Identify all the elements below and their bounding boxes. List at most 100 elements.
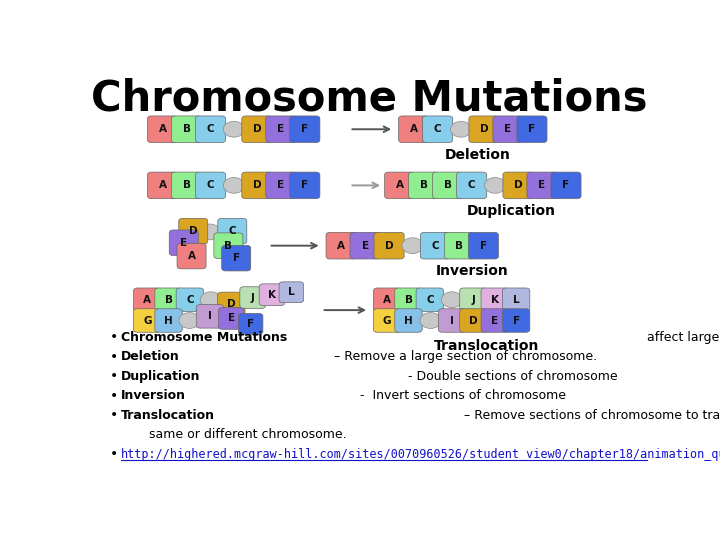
FancyBboxPatch shape: [423, 116, 453, 143]
FancyBboxPatch shape: [219, 308, 244, 329]
Circle shape: [402, 238, 423, 254]
FancyBboxPatch shape: [433, 172, 463, 199]
FancyBboxPatch shape: [503, 309, 530, 332]
FancyBboxPatch shape: [148, 116, 178, 143]
Text: Deletion: Deletion: [121, 350, 179, 363]
Text: E: E: [277, 124, 284, 134]
Text: C: C: [207, 124, 215, 134]
Text: D: D: [384, 241, 393, 251]
Text: J: J: [251, 293, 255, 302]
Text: Translocation: Translocation: [433, 339, 539, 353]
Text: Chromosome Mutations: Chromosome Mutations: [91, 77, 647, 119]
FancyBboxPatch shape: [195, 172, 225, 199]
Text: L: L: [513, 295, 519, 305]
FancyBboxPatch shape: [155, 288, 182, 312]
FancyBboxPatch shape: [289, 172, 320, 199]
Text: •: •: [109, 350, 118, 364]
FancyBboxPatch shape: [481, 288, 508, 312]
Text: •: •: [109, 330, 118, 344]
Text: I: I: [208, 312, 212, 321]
FancyBboxPatch shape: [456, 172, 487, 199]
Text: E: E: [539, 180, 546, 191]
FancyBboxPatch shape: [148, 172, 178, 199]
FancyBboxPatch shape: [133, 309, 161, 332]
Text: G: G: [143, 315, 151, 326]
Text: Duplication: Duplication: [121, 370, 200, 383]
Text: – Remove sections of chromosome to transfer section to another location; either : – Remove sections of chromosome to trans…: [460, 409, 720, 422]
FancyBboxPatch shape: [217, 292, 245, 316]
Text: A: A: [396, 180, 404, 191]
Text: I: I: [450, 315, 454, 326]
Text: E: E: [505, 124, 511, 134]
Text: F: F: [301, 124, 308, 134]
Text: Duplication: Duplication: [467, 204, 556, 218]
Circle shape: [200, 292, 222, 308]
Text: B: B: [444, 180, 451, 191]
FancyBboxPatch shape: [326, 232, 356, 259]
FancyBboxPatch shape: [169, 230, 198, 255]
Circle shape: [485, 178, 505, 193]
Text: F: F: [528, 124, 536, 134]
Text: C: C: [228, 226, 236, 236]
FancyBboxPatch shape: [242, 172, 272, 199]
FancyBboxPatch shape: [217, 218, 247, 244]
Text: D: D: [189, 226, 197, 236]
Text: D: D: [253, 124, 261, 134]
FancyBboxPatch shape: [176, 288, 204, 312]
FancyBboxPatch shape: [238, 313, 263, 334]
Text: E: E: [228, 313, 235, 323]
Text: E: E: [277, 180, 284, 191]
Text: A: A: [158, 180, 166, 191]
Circle shape: [420, 313, 441, 328]
Text: B: B: [165, 295, 173, 305]
FancyBboxPatch shape: [384, 172, 415, 199]
Text: affect large sections of a chromosome (many genes).: affect large sections of a chromosome (m…: [643, 330, 720, 343]
FancyBboxPatch shape: [155, 309, 182, 332]
Circle shape: [451, 122, 472, 137]
FancyBboxPatch shape: [468, 232, 498, 259]
FancyBboxPatch shape: [481, 309, 508, 332]
FancyBboxPatch shape: [503, 172, 533, 199]
FancyBboxPatch shape: [266, 172, 296, 199]
Text: A: A: [187, 251, 196, 261]
Text: – Remove a large section of chromosome.: – Remove a large section of chromosome.: [330, 350, 597, 363]
FancyBboxPatch shape: [171, 116, 202, 143]
FancyBboxPatch shape: [469, 116, 499, 143]
Circle shape: [179, 313, 200, 328]
FancyBboxPatch shape: [395, 288, 422, 312]
FancyBboxPatch shape: [289, 116, 320, 143]
FancyBboxPatch shape: [399, 116, 428, 143]
Text: C: C: [426, 295, 433, 305]
Text: H: H: [164, 315, 173, 326]
Text: •: •: [109, 408, 118, 422]
Text: H: H: [404, 315, 413, 326]
FancyBboxPatch shape: [517, 116, 547, 143]
Text: -  Invert sections of chromosome: - Invert sections of chromosome: [356, 389, 566, 402]
Text: C: C: [468, 180, 475, 191]
Text: Deletion: Deletion: [445, 148, 510, 162]
FancyBboxPatch shape: [374, 232, 404, 259]
Text: B: B: [455, 241, 464, 251]
FancyBboxPatch shape: [460, 309, 487, 332]
FancyBboxPatch shape: [214, 233, 243, 259]
FancyBboxPatch shape: [222, 245, 251, 271]
FancyBboxPatch shape: [197, 305, 224, 328]
Circle shape: [441, 292, 462, 308]
Text: J: J: [472, 295, 475, 305]
Text: •: •: [109, 448, 118, 461]
Text: E: E: [491, 315, 498, 326]
FancyBboxPatch shape: [493, 116, 523, 143]
FancyBboxPatch shape: [133, 288, 161, 312]
Text: D: D: [227, 299, 235, 309]
Text: •: •: [109, 389, 118, 403]
FancyBboxPatch shape: [551, 172, 581, 199]
Text: C: C: [434, 124, 441, 134]
FancyBboxPatch shape: [444, 232, 474, 259]
Text: Inversion: Inversion: [121, 389, 186, 402]
Text: L: L: [288, 287, 294, 297]
Text: G: G: [383, 315, 392, 326]
FancyBboxPatch shape: [374, 288, 401, 312]
Text: same or different chromosome.: same or different chromosome.: [121, 428, 346, 441]
Text: E: E: [361, 241, 369, 251]
FancyBboxPatch shape: [179, 218, 208, 244]
